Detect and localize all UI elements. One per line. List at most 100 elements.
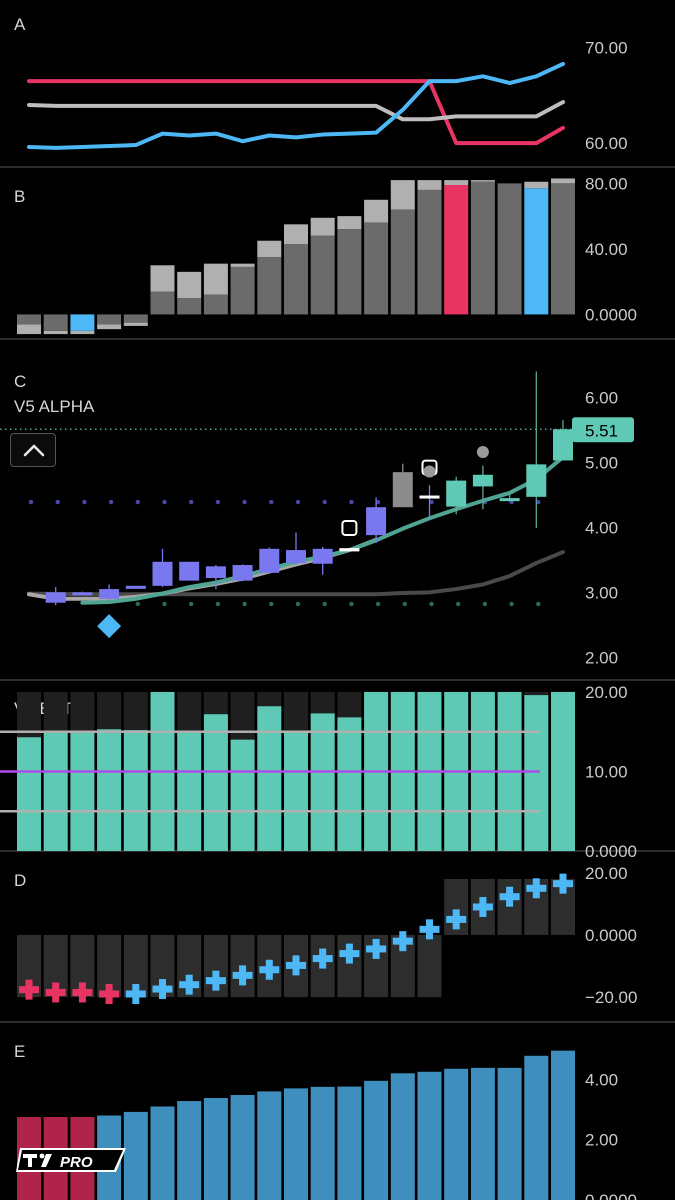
bar: [337, 717, 362, 851]
signal-dot: [295, 601, 301, 607]
bar: [310, 235, 335, 315]
plus-marker-v: [52, 982, 60, 1003]
bar-cap: [337, 216, 362, 230]
logo-pro-label: PRO: [60, 1154, 93, 1171]
y-tick-label: 10.00: [585, 762, 628, 781]
bar-cap: [551, 178, 575, 184]
signal-dot: [269, 601, 274, 607]
bar: [284, 243, 308, 315]
y-tick-label: 3.00: [585, 583, 618, 602]
bar-cap: [177, 271, 202, 299]
bar: [150, 1106, 175, 1200]
y-tick-label: 20.00: [585, 683, 628, 702]
signal-dot: [349, 601, 354, 607]
candle-body: [205, 566, 226, 579]
bar-cap: [43, 330, 68, 335]
candle-body: [419, 495, 440, 499]
bar: [444, 185, 469, 315]
y-tick-label: 5.00: [585, 453, 618, 472]
signal-dot: [189, 601, 194, 607]
signal-dot: [322, 601, 327, 607]
bar: [43, 731, 68, 851]
chevron-up-icon: [23, 444, 45, 457]
bar: [470, 1067, 495, 1200]
plus-marker-v: [372, 938, 380, 959]
diamond-marker: [97, 614, 122, 639]
bar: [70, 731, 95, 851]
bar-cap: [257, 240, 282, 258]
signal-dot: [322, 499, 327, 505]
bar: [444, 1068, 469, 1200]
bar-cap: [417, 180, 442, 190]
moving-average-gray: [27, 537, 379, 601]
candle-body: [392, 472, 413, 508]
bar: [177, 298, 202, 315]
y-tick-label: 60.00: [585, 134, 628, 153]
bar: [390, 209, 415, 315]
signal-dot: [135, 499, 140, 505]
y-tick-label: 40.00: [585, 240, 628, 259]
bar: [17, 314, 41, 325]
panel-title: D: [14, 871, 26, 890]
bar: [497, 183, 522, 315]
plus-marker-v: [25, 979, 33, 1000]
plus-marker-v: [239, 965, 247, 986]
last-value-label: 5.51: [585, 421, 618, 440]
bar: [257, 257, 282, 315]
y-tick-label: 0.0000: [585, 305, 637, 324]
signal-dot: [215, 601, 221, 607]
bar-cap: [284, 224, 308, 244]
plus-marker-v: [78, 982, 86, 1003]
bar: [364, 222, 389, 315]
candle-body: [259, 548, 280, 573]
bar: [230, 1095, 255, 1200]
y-tick-label: 6.00: [585, 388, 618, 407]
bar: [97, 314, 122, 325]
bar: [310, 713, 335, 851]
signal-dot: [375, 499, 381, 505]
candle-body: [179, 561, 200, 581]
collapse-button[interactable]: [10, 433, 56, 467]
plus-marker-v: [265, 959, 273, 980]
candle-body: [526, 464, 547, 497]
bar: [417, 189, 442, 315]
bar-cap: [17, 324, 41, 335]
circle-marker: [476, 446, 489, 459]
y-tick-label: 0.0000: [585, 842, 637, 861]
series-line: [27, 100, 565, 122]
candle-body: [45, 592, 66, 603]
bar: [43, 934, 68, 998]
signal-dot: [482, 601, 488, 607]
signal-dot: [215, 499, 221, 505]
candle-body: [366, 507, 387, 536]
plus-marker-v: [132, 984, 140, 1005]
bar: [310, 1086, 335, 1200]
bar: [43, 314, 68, 331]
bar: [230, 266, 255, 315]
signal-dot: [28, 499, 34, 505]
signal-dot: [536, 499, 541, 505]
y-tick-label: 4.00: [585, 1070, 618, 1089]
plus-marker-v: [345, 943, 353, 964]
bar: [497, 878, 522, 935]
bar: [364, 1080, 389, 1200]
bar: [524, 188, 549, 315]
bar: [337, 1086, 362, 1200]
bar: [123, 314, 148, 323]
signal-dot: [108, 499, 114, 505]
bar: [551, 1050, 575, 1200]
bar: [150, 291, 175, 315]
plus-marker-v: [399, 931, 407, 952]
y-tick-label: 0.0000: [585, 1191, 637, 1200]
bar-cap: [150, 265, 175, 292]
bar: [257, 706, 282, 851]
signal-dot: [162, 499, 167, 505]
signal-dot: [295, 499, 301, 505]
plus-marker-v: [319, 948, 327, 969]
bar: [337, 229, 362, 315]
signal-dot: [349, 499, 354, 505]
bar: [551, 691, 575, 851]
bar-cap: [70, 330, 95, 335]
bar: [551, 183, 575, 315]
